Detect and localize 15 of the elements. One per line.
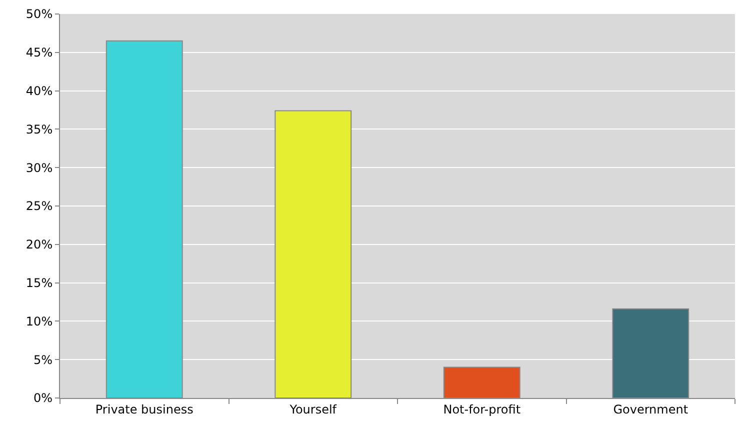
y-tick-label: 45% — [26, 46, 53, 60]
y-tick-label: 0% — [34, 391, 53, 406]
y-tick-label: 10% — [26, 314, 53, 328]
y-tick-label: 50% — [26, 7, 53, 22]
y-tick-label: 35% — [26, 122, 53, 136]
y-tick-label: 40% — [26, 84, 53, 98]
x-tick-label: Yourself — [288, 402, 338, 416]
x-tick-label: Not-for-profit — [443, 402, 521, 416]
x-tick-label: Government — [613, 402, 688, 416]
y-tick-label: 30% — [26, 160, 53, 175]
y-tick-label: 15% — [26, 276, 53, 290]
y-tick-label: 25% — [26, 199, 53, 214]
y-tick-label: 20% — [26, 238, 53, 252]
y-tick-label: 5% — [34, 352, 53, 367]
x-tick-label: Private business — [95, 402, 194, 416]
